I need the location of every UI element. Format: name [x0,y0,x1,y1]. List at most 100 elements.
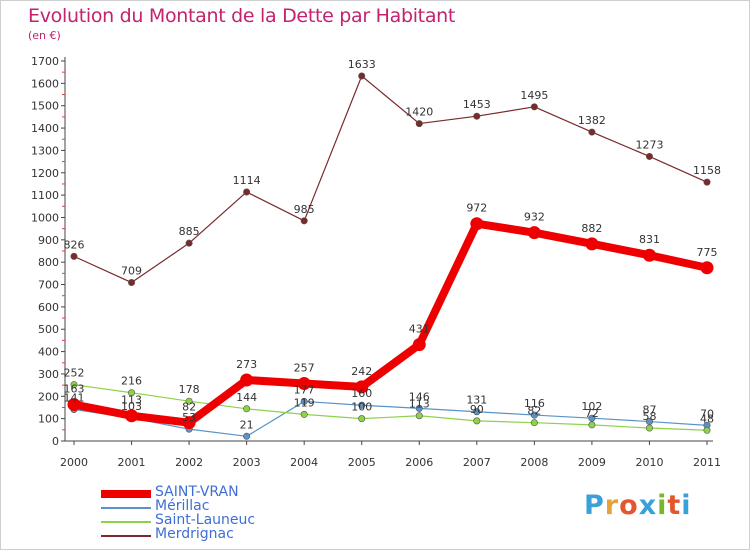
data-label-merdrignac: 1273 [635,138,663,151]
legend-label-saint-launeuc: Saint-Launeuc [155,512,256,528]
data-label-saint-launeuc: 82 [527,405,541,418]
data-label-saint-vran: 932 [524,211,545,224]
series-line-merdrignac [73,75,708,284]
data-point-merillac [530,411,538,419]
data-point-merdrignac [473,112,481,120]
data-point-merdrignac [645,152,653,160]
data-label-saint-vran: 163 [64,383,85,396]
data-point-saint-launeuc [185,397,193,405]
logo-letter: i [681,490,692,521]
data-point-saint-launeuc [243,405,251,413]
data-label-merillac: 53 [182,411,196,424]
data-label-saint-launeuc: 90 [470,403,484,416]
data-label-merdrignac: 885 [179,225,200,238]
data-label-merdrignac: 985 [294,203,315,216]
data-point-saint-launeuc [703,426,711,434]
data-label-saint-launeuc: 252 [64,367,85,380]
data-point-merdrignac [70,252,78,260]
y-tick-label: 1700 [31,55,59,68]
legend-swatch-merdrignac [101,535,151,537]
data-point-saint-launeuc [473,417,481,425]
data-point-merdrignac [243,188,251,196]
chart-title: Evolution du Montant de la Dette par Hab… [28,5,456,27]
data-label-merillac: 116 [524,397,545,410]
data-label-saint-vran: 831 [639,233,660,246]
y-tick-label: 300 [38,368,59,381]
data-point-saint-vran [240,373,254,387]
data-label-saint-launeuc: 144 [236,391,257,404]
data-label-saint-vran: 972 [466,202,487,215]
logo-letter: i [657,490,668,521]
legend-label-merillac: Mérillac [155,498,210,514]
data-point-saint-vran [700,261,714,275]
legend-label-merdrignac: Merdrignac [155,526,234,542]
data-point-merdrignac [530,103,538,111]
data-point-merillac [588,414,596,422]
data-label-merdrignac: 1453 [463,98,491,111]
data-label-saint-launeuc: 100 [351,401,372,414]
data-label-merillac: 103 [121,400,142,413]
y-tick-label: 1500 [31,100,59,113]
data-point-saint-vran [355,380,369,394]
data-point-saint-vran [125,409,139,423]
data-label-saint-launeuc: 48 [700,412,714,425]
data-label-merdrignac: 1114 [233,174,261,187]
data-point-merillac [243,432,251,440]
data-point-saint-vran [182,416,196,430]
data-point-saint-launeuc [300,410,308,418]
legend-label-saint-vran: SAINT-VRAN [155,484,239,500]
x-tick-label: 2005 [348,456,376,469]
data-label-saint-launeuc: 113 [409,398,430,411]
logo-letter: o [619,490,639,521]
y-tick-label: 0 [52,435,59,448]
data-label-merillac: 87 [642,404,656,417]
data-label-saint-vran: 113 [121,394,142,407]
data-point-saint-launeuc [128,389,136,397]
data-label-merdrignac: 1495 [520,89,548,102]
data-label-merdrignac: 1633 [348,58,376,71]
y-tick-label: 400 [38,346,59,359]
legend-swatch-merillac [101,507,151,509]
data-label-saint-vran: 775 [697,246,718,259]
data-label-merdrignac: 1382 [578,114,606,127]
x-tick-label: 2009 [578,456,606,469]
data-point-merdrignac [300,217,308,225]
legend-swatch-saint-launeuc [101,521,151,523]
y-tick-label: 1200 [31,167,59,180]
data-label-saint-launeuc: 72 [585,407,599,420]
data-point-merillac [415,404,423,412]
data-label-saint-vran: 257 [294,362,315,375]
logo-letter: P [584,490,605,521]
x-tick-label: 2000 [60,456,88,469]
data-label-merdrignac: 1420 [405,106,433,119]
legend-item-merdrignac: Merdrignac [101,526,361,543]
series-line-merillac [73,400,708,437]
data-point-saint-vran [642,248,656,262]
data-point-merillac [300,397,308,405]
data-label-saint-vran: 882 [581,222,602,235]
data-point-merillac [473,408,481,416]
data-point-saint-vran [297,377,311,391]
data-label-merillac: 160 [351,387,372,400]
legend-item-saint-launeuc: Saint-Launeuc [101,512,361,529]
data-label-saint-launeuc: 178 [179,383,200,396]
data-label-saint-vran: 242 [351,365,372,378]
y-tick-label: 900 [38,234,59,247]
data-label-merillac: 21 [240,418,254,431]
data-label-merillac: 141 [64,391,85,404]
x-tick-label: 2008 [520,456,548,469]
y-tick-label: 1000 [31,211,59,224]
data-label-saint-launeuc: 216 [121,375,142,388]
x-tick-label: 2002 [175,456,203,469]
data-label-saint-vran: 82 [182,401,196,414]
data-point-merillac [358,401,366,409]
data-point-saint-vran [527,226,541,240]
logo-letter: t [667,490,682,521]
data-point-saint-vran [470,217,484,231]
data-label-saint-vran: 431 [409,323,430,336]
data-label-merillac: 177 [294,383,315,396]
y-tick-label: 600 [38,301,59,314]
data-label-merdrignac: 709 [121,265,142,278]
